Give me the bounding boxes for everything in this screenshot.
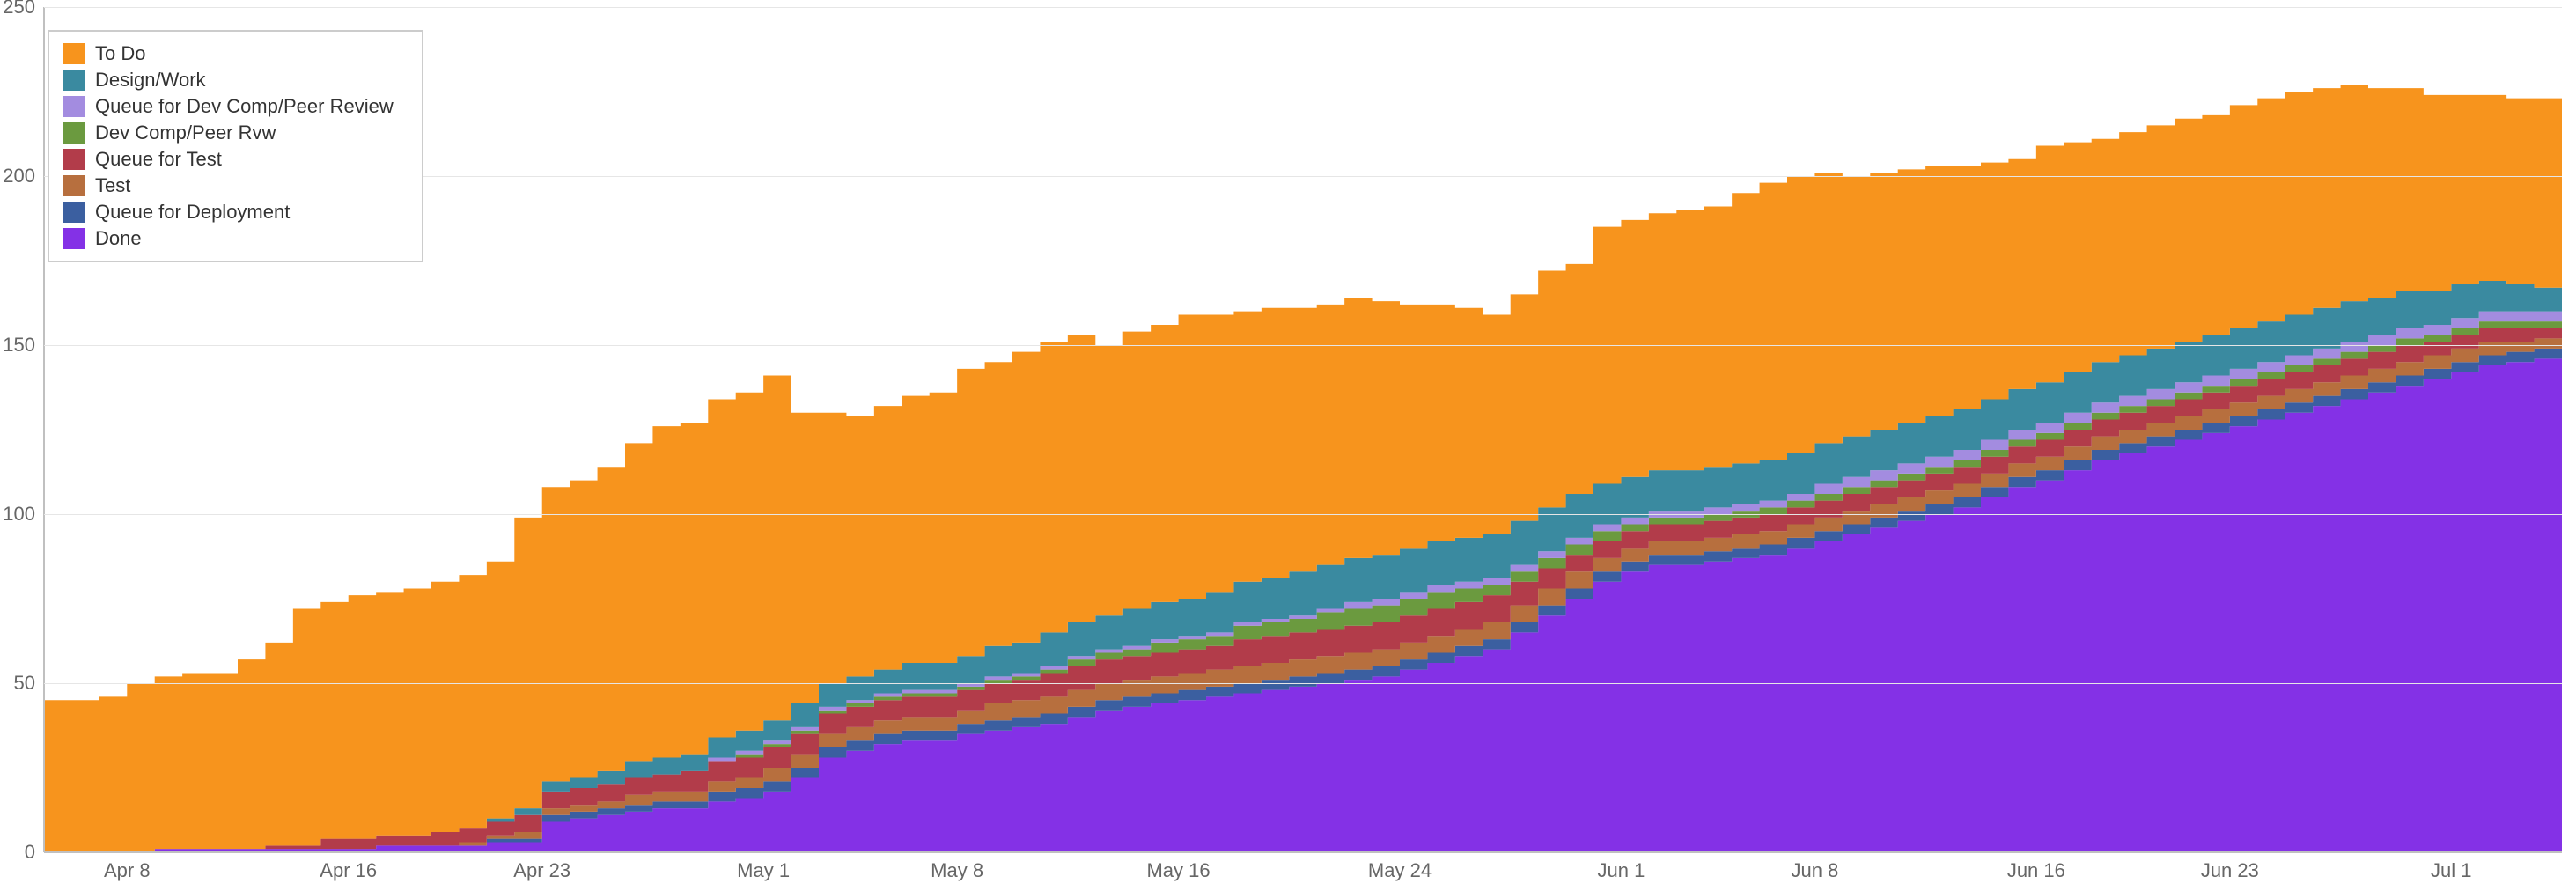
legend-label: Done — [95, 227, 142, 250]
legend-label: Test — [95, 174, 130, 197]
legend-item[interactable]: Queue for Test — [63, 146, 394, 173]
x-tick-label: May 1 — [737, 852, 790, 882]
x-tick-label: Jul 1 — [2431, 852, 2471, 882]
grid-line — [44, 514, 2562, 515]
legend-item[interactable]: To Do — [63, 40, 394, 67]
y-tick-label: 150 — [3, 334, 44, 357]
x-axis-line — [44, 851, 2562, 853]
x-tick-label: Apr 16 — [320, 852, 377, 882]
legend: To Do Design/Work Queue for Dev Comp/Peer … — [48, 30, 423, 262]
cumulative-flow-chart: 0 50 100 150 200 250 Apr 8 Apr 16 Apr 23 May 1 May… — [0, 0, 2576, 891]
legend-item[interactable]: Dev Comp/Peer Rvw — [63, 120, 394, 146]
legend-swatch — [63, 175, 85, 196]
x-tick-label: Apr 23 — [513, 852, 570, 882]
legend-swatch — [63, 228, 85, 249]
legend-swatch — [63, 202, 85, 223]
x-tick-label: May 16 — [1146, 852, 1210, 882]
legend-label: Queue for Deployment — [95, 201, 290, 224]
legend-label: Queue for Dev Comp/Peer Review — [95, 95, 394, 118]
legend-swatch — [63, 149, 85, 170]
legend-item[interactable]: Design/Work — [63, 67, 394, 93]
y-axis-line — [43, 7, 45, 852]
legend-swatch — [63, 70, 85, 91]
legend-item[interactable]: Queue for Deployment — [63, 199, 394, 225]
y-tick-label: 200 — [3, 165, 44, 188]
grid-line — [44, 683, 2562, 684]
grid-line — [44, 345, 2562, 346]
legend-item[interactable]: Done — [63, 225, 394, 252]
x-tick-label: May 24 — [1368, 852, 1432, 882]
legend-item[interactable]: Test — [63, 173, 394, 199]
legend-label: Dev Comp/Peer Rvw — [95, 122, 276, 144]
x-tick-label: May 8 — [931, 852, 983, 882]
legend-item[interactable]: Queue for Dev Comp/Peer Review — [63, 93, 394, 120]
y-tick-label: 0 — [25, 841, 44, 864]
x-tick-label: Apr 8 — [104, 852, 151, 882]
x-tick-label: Jun 8 — [1792, 852, 1839, 882]
legend-swatch — [63, 43, 85, 64]
legend-label: To Do — [95, 42, 145, 65]
legend-label: Design/Work — [95, 69, 206, 92]
x-tick-label: Jun 16 — [2007, 852, 2065, 882]
y-tick-label: 50 — [14, 672, 44, 695]
x-tick-label: Jun 23 — [2201, 852, 2259, 882]
grid-line — [44, 7, 2562, 8]
legend-swatch — [63, 96, 85, 117]
legend-swatch — [63, 122, 85, 144]
y-tick-label: 250 — [3, 0, 44, 18]
legend-label: Queue for Test — [95, 148, 222, 171]
y-tick-label: 100 — [3, 503, 44, 526]
x-tick-label: Jun 1 — [1598, 852, 1645, 882]
